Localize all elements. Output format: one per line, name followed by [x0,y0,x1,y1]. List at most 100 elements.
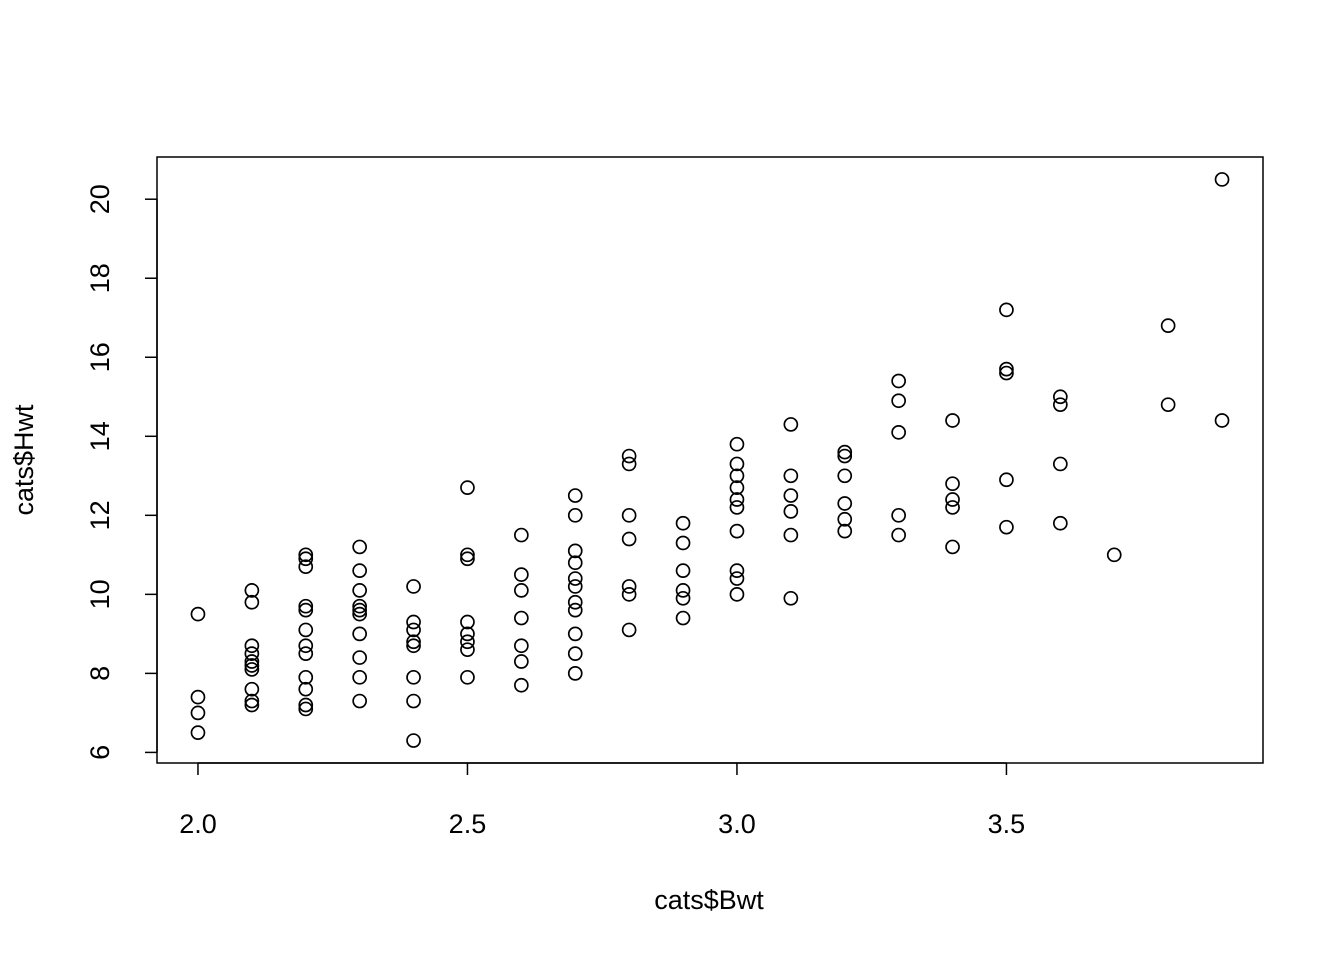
point [729,523,745,539]
point [298,598,314,614]
point [298,622,314,638]
point [406,733,421,748]
point [567,507,583,523]
point [460,614,475,630]
point [514,638,529,654]
point [567,646,583,661]
point [352,563,368,578]
x-tick-label: 3.0 [718,809,756,839]
point [783,468,799,484]
point [514,677,529,693]
point [406,669,421,685]
point [837,468,853,484]
point [999,472,1014,488]
point [1106,547,1122,563]
point [621,448,637,464]
point [514,527,529,543]
point [1052,456,1068,472]
point [729,480,745,496]
point [567,571,583,586]
point [244,658,260,673]
point [675,515,691,531]
point [298,669,314,685]
point [675,563,691,578]
x-axis-label: cats$Bwt [654,885,764,915]
y-tick-label: 18 [85,263,115,293]
point [298,559,314,575]
point [406,622,421,638]
point [1052,389,1068,405]
point [406,693,421,709]
y-tick-label: 8 [85,666,115,681]
point [298,646,314,661]
point [460,480,475,496]
point [621,507,637,523]
point [352,602,368,618]
point [1160,318,1176,333]
point [244,646,260,661]
point [783,504,799,519]
point [244,638,260,654]
point [729,500,745,515]
point [891,527,906,543]
point [1052,397,1068,413]
point [945,476,960,492]
point [945,413,960,428]
point [460,642,475,658]
point [729,456,745,472]
point [999,361,1014,377]
y-tick-label: 20 [85,184,115,214]
point [891,424,906,440]
point [244,662,260,677]
point [621,456,637,472]
point [783,417,799,432]
point [460,669,475,685]
point [298,551,314,567]
point [1160,397,1176,413]
point [352,693,368,709]
point [244,693,260,709]
point [352,583,368,598]
point [837,444,853,460]
point [406,614,421,630]
point [837,496,853,511]
point [891,373,906,389]
point [729,492,745,507]
point [783,590,799,606]
point [298,638,314,654]
point [621,531,637,547]
point [406,634,421,650]
point [999,365,1014,381]
point [352,606,368,622]
point [729,468,745,484]
point [783,527,799,543]
point [675,590,691,606]
point [190,705,206,721]
point [460,551,475,567]
x-tick-label: 2.0 [179,809,217,839]
point [729,571,745,586]
point [1214,413,1230,428]
point [514,654,529,669]
point [406,579,421,594]
point [729,563,745,578]
point [244,654,260,669]
plot-box [156,156,1264,764]
y-tick-label: 12 [85,500,115,530]
point [460,634,475,650]
y-tick-label: 6 [85,745,115,760]
point [514,610,529,626]
point [567,602,583,618]
point [298,547,314,563]
point [514,567,529,582]
point [244,583,260,598]
point [891,507,906,523]
point [945,539,960,555]
point [621,622,637,638]
point [190,606,206,622]
point [352,669,368,685]
point [567,579,583,594]
point [514,583,529,598]
point [783,488,799,503]
